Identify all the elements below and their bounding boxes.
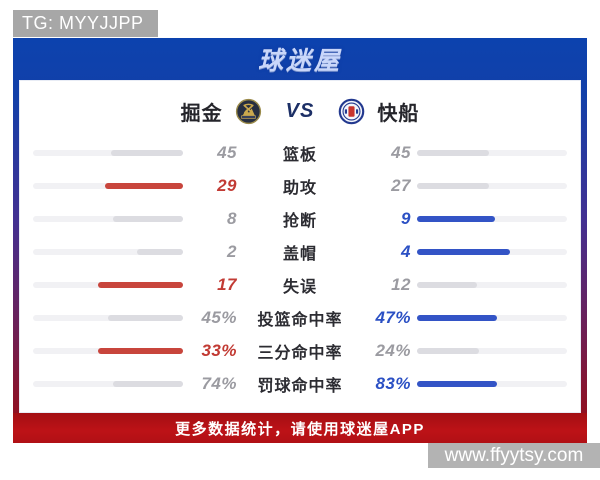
matchup-row: 掘金 VS 快船 [33, 86, 567, 136]
home-stat-bar [33, 380, 183, 387]
away-stat-bar-fill [417, 347, 479, 354]
away-stat-value: 9 [401, 208, 411, 228]
home-stat-value: 17 [217, 274, 237, 294]
stat-row: 29 助攻 27 [33, 169, 567, 202]
home-stat-value: 74% [201, 373, 237, 393]
home-stat-value: 8 [227, 208, 237, 228]
away-team-name: 快船 [377, 102, 420, 125]
home-stat-bar [33, 347, 183, 354]
nuggets-logo-icon [235, 98, 261, 124]
home-stat-bar-fill [108, 314, 183, 321]
home-stat-bar [33, 149, 183, 156]
home-stat-bar [33, 281, 183, 288]
stat-row: 17 失误 12 [33, 268, 567, 301]
watermark-badge: www.ffyytsy.com [428, 443, 600, 468]
home-stat-bar [33, 215, 183, 222]
away-stat-bar-fill [417, 215, 495, 222]
away-stat-bar [417, 380, 567, 387]
away-stat-bar [417, 281, 567, 288]
away-stat-value: 12 [391, 274, 411, 294]
away-stat-bar-fill [417, 380, 497, 387]
stat-row: 45 篮板 45 [33, 136, 567, 169]
stat-row: 45% 投篮命中率 47% [33, 301, 567, 334]
home-stat-value: 29 [217, 175, 237, 195]
watermark-text: www.ffyytsy.com [444, 444, 584, 466]
stat-label: 罚球命中率 [257, 377, 343, 395]
stat-label: 失误 [282, 278, 317, 296]
home-stat-bar-fill [136, 248, 183, 255]
home-stat-bar-fill [105, 182, 183, 189]
home-stat-bar [33, 182, 183, 189]
away-stat-bar [417, 149, 567, 156]
away-stat-bar-fill [417, 314, 497, 321]
stat-row: 2 盖帽 4 [33, 235, 567, 268]
away-stat-value: 47% [375, 307, 411, 327]
card-header: 球迷屋 [13, 38, 587, 80]
promo-text: 更多数据统计，请使用球迷屋APP [175, 420, 425, 438]
home-stat-bar-fill [112, 215, 183, 222]
telegram-tag-text: TG: MYYJJPP [22, 13, 144, 33]
home-stat-bar-fill [112, 380, 183, 387]
home-stat-value: 45 [217, 142, 237, 162]
away-stat-bar [417, 215, 567, 222]
away-stat-value: 83% [375, 373, 411, 393]
home-stat-value: 33% [201, 340, 237, 360]
away-stat-bar [417, 347, 567, 354]
away-stat-bar [417, 248, 567, 255]
stat-label: 盖帽 [282, 245, 317, 263]
away-stat-value: 4 [401, 241, 411, 261]
home-stat-value: 45% [201, 307, 237, 327]
telegram-tag: TG: MYYJJPP [13, 10, 158, 37]
home-team-name: 掘金 [180, 102, 223, 125]
stat-label: 助攻 [282, 179, 317, 197]
away-stat-value: 45 [391, 142, 411, 162]
promo-banner: 更多数据统计，请使用球迷屋APP [13, 413, 587, 443]
away-stat-bar-fill [417, 149, 489, 156]
stat-label: 篮板 [282, 146, 317, 164]
away-stat-bar [417, 182, 567, 189]
vs-label: VS [285, 99, 315, 122]
stats-card: 球迷屋 掘金 VS 快船 [13, 38, 587, 443]
home-stat-bar [33, 248, 183, 255]
stat-row: 33% 三分命中率 24% [33, 334, 567, 367]
clippers-logo-icon [339, 98, 365, 124]
away-stat-bar [417, 314, 567, 321]
away-stat-bar-fill [417, 182, 489, 189]
stat-row: 8 抢断 9 [33, 202, 567, 235]
home-stat-bar-fill [97, 281, 183, 288]
stat-label: 三分命中率 [257, 344, 343, 362]
qiumiwu-logo: 球迷屋 [257, 47, 342, 75]
away-stat-bar-fill [417, 248, 510, 255]
home-stat-value: 2 [227, 241, 237, 261]
stat-label: 投篮命中率 [257, 311, 343, 329]
home-stat-bar-fill [97, 347, 183, 354]
away-stat-bar-fill [417, 281, 477, 288]
away-stat-value: 27 [391, 175, 411, 195]
stat-label: 抢断 [282, 212, 317, 230]
stats-panel: 掘金 VS 快船 45 篮板 45 [19, 80, 581, 413]
home-stat-bar [33, 314, 183, 321]
stat-row: 74% 罚球命中率 83% [33, 367, 567, 400]
home-stat-bar-fill [111, 149, 183, 156]
stats-list: 45 篮板 45 29 助攻 27 8 抢断 9 2 盖帽 4 [33, 136, 567, 400]
away-stat-value: 24% [375, 340, 411, 360]
